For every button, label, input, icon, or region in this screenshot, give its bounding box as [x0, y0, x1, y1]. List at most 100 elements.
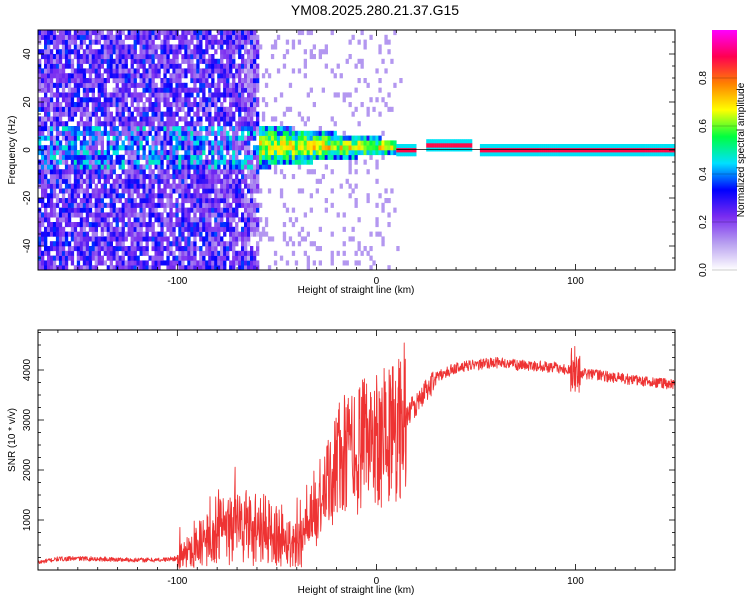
- spectrogram-cell: [44, 174, 48, 180]
- spectrogram-cell: [184, 246, 188, 252]
- spectrogram-cell: [226, 150, 230, 156]
- spectrogram-cell: [665, 144, 668, 149]
- spectrogram-cell: [178, 193, 182, 199]
- spectrogram-ylabel: Frequency (Hz): [7, 116, 18, 185]
- spectrogram-cell: [354, 183, 358, 189]
- spectrogram-cell: [124, 159, 128, 165]
- spectrogram-cell: [145, 236, 149, 242]
- spectrogram-cell: [466, 139, 469, 144]
- spectrogram-cell: [136, 97, 140, 103]
- spectrogram-cell: [639, 144, 642, 149]
- spectrogram-cell: [199, 102, 203, 108]
- spectrogram-cell: [235, 164, 239, 170]
- spectrogram-cell: [250, 193, 254, 199]
- spectrogram-cell: [41, 116, 45, 122]
- spectrogram-cell: [378, 150, 382, 156]
- spectrogram-cell: [109, 212, 113, 218]
- spectrogram-cell: [139, 30, 143, 36]
- spectrogram-cell: [387, 150, 391, 156]
- spectrogram-cell: [157, 54, 161, 60]
- spectrogram-cell: [172, 159, 176, 165]
- spectrogram-cell: [199, 159, 203, 165]
- spectrogram-cell: [232, 183, 236, 189]
- spectrogram-cell: [199, 78, 203, 84]
- spectrogram-cell: [613, 152, 616, 157]
- spectrogram-cell: [181, 140, 185, 146]
- spectrogram-cell: [282, 236, 287, 242]
- spectrogram-cell: [151, 265, 155, 270]
- spectrogram-cell: [521, 144, 524, 149]
- spectrogram-cell: [381, 97, 385, 103]
- spectrogram-cell: [67, 178, 72, 184]
- spectrogram-cell: [229, 49, 233, 55]
- spectrogram-cell: [49, 178, 54, 184]
- spectrogram-cell: [61, 202, 66, 208]
- spectrogram-cell: [247, 145, 251, 151]
- spectrogram-cell: [214, 49, 218, 55]
- spectrogram-cell: [208, 255, 212, 261]
- spectrogram-cell: [187, 260, 191, 266]
- spectrogram-cell: [211, 126, 215, 132]
- spectrogram-cell: [247, 198, 251, 204]
- spectrogram-cell: [208, 231, 212, 237]
- spectrogram-cell: [91, 188, 95, 194]
- spectrogram-cell: [190, 39, 194, 45]
- spectrogram-cell: [133, 49, 137, 55]
- spectrogram-cell: [241, 255, 245, 261]
- spectrogram-cell: [127, 92, 131, 98]
- spectrogram-cell: [175, 73, 179, 79]
- spectrogram-cell: [127, 154, 131, 160]
- spectrogram-cell: [267, 164, 272, 170]
- spectrogram-cell: [238, 39, 242, 45]
- spectrogram-cell: [247, 34, 251, 40]
- spectrogram-cell: [169, 164, 173, 170]
- spectrogram-cell: [175, 207, 179, 213]
- spectrogram-cell: [264, 135, 269, 141]
- spectrogram-cell: [181, 58, 185, 64]
- spectrogram-cell: [196, 73, 200, 79]
- spectrogram-cell: [169, 150, 173, 156]
- spectrogram-cell: [178, 183, 182, 189]
- spectrogram-cell: [44, 82, 48, 88]
- spectrogram-cell: [291, 241, 296, 247]
- spectrogram-cell: [130, 260, 134, 266]
- spectrogram-cell: [139, 212, 143, 218]
- spectrogram-cell: [468, 143, 471, 148]
- spectrogram-cell: [208, 30, 212, 36]
- spectrogram-cell: [238, 265, 242, 270]
- spectrogram-cell: [187, 217, 191, 223]
- spectrogram-cell: [381, 145, 385, 151]
- spectrogram-cell: [226, 63, 230, 69]
- spectrogram-cell: [109, 207, 113, 213]
- spectrogram-cell: [309, 145, 313, 151]
- spectrogram-cell: [70, 63, 75, 69]
- spectrogram-cell: [250, 174, 254, 180]
- spectrogram-cell: [404, 147, 407, 153]
- spectrogram-cell: [124, 106, 128, 112]
- spectrogram-cell: [199, 140, 203, 146]
- spectrogram-cell: [605, 152, 608, 157]
- spectrogram-cell: [38, 260, 42, 266]
- spectrogram-cell: [253, 265, 257, 270]
- spectrogram-cell: [88, 178, 93, 184]
- spectrogram-cell: [160, 174, 164, 180]
- spectrogram-cell: [121, 255, 125, 261]
- spectrogram-cell: [151, 140, 155, 146]
- spectrogram-cell: [223, 260, 227, 266]
- spectrogram-cell: [223, 183, 227, 189]
- spectrogram-cell: [178, 63, 182, 69]
- spectrogram-cell: [235, 255, 239, 261]
- spectrogram-cell: [253, 250, 257, 256]
- spectrogram-cell: [214, 178, 218, 184]
- spectrogram-cell: [184, 121, 188, 127]
- spectrogram-cell: [115, 116, 119, 122]
- spectrogram-cell: [169, 145, 173, 151]
- spectrogram-cell: [309, 49, 313, 55]
- spectrogram-cell: [270, 145, 275, 151]
- spectrogram-cell: [160, 121, 164, 127]
- spectrogram-cell: [118, 135, 122, 141]
- spectrogram-cell: [139, 34, 143, 40]
- spectrogram-cell: [49, 63, 54, 69]
- spectrogram-cell: [100, 111, 104, 117]
